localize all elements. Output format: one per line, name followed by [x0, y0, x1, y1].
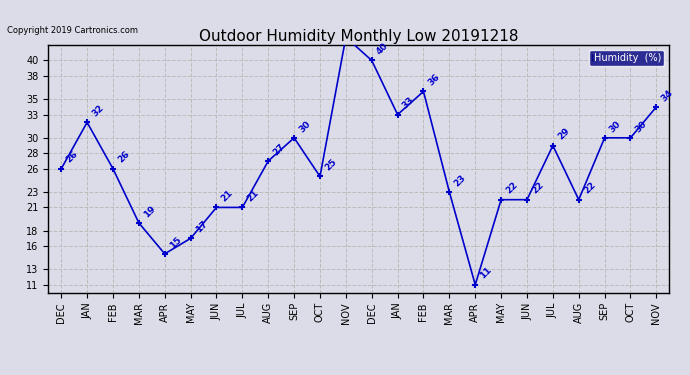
Text: 40: 40: [375, 41, 390, 57]
Text: 29: 29: [556, 126, 571, 142]
Text: 27: 27: [271, 142, 286, 157]
Text: 43: 43: [0, 374, 1, 375]
Text: 21: 21: [246, 188, 261, 204]
Text: 30: 30: [633, 119, 649, 134]
Text: 11: 11: [478, 266, 493, 281]
Text: 22: 22: [530, 181, 545, 196]
Text: 23: 23: [453, 173, 468, 188]
Text: 22: 22: [504, 181, 520, 196]
Text: 22: 22: [582, 181, 597, 196]
Legend: Humidity  (%): Humidity (%): [589, 50, 664, 66]
Text: 17: 17: [194, 219, 209, 234]
Text: 15: 15: [168, 235, 183, 250]
Text: 36: 36: [426, 72, 442, 87]
Title: Outdoor Humidity Monthly Low 20191218: Outdoor Humidity Monthly Low 20191218: [199, 29, 519, 44]
Text: 30: 30: [608, 119, 623, 134]
Text: 30: 30: [297, 119, 313, 134]
Text: 19: 19: [142, 204, 157, 219]
Text: 26: 26: [64, 150, 79, 165]
Text: 26: 26: [116, 150, 131, 165]
Text: 32: 32: [90, 103, 106, 118]
Text: 33: 33: [401, 96, 416, 111]
Text: 21: 21: [219, 188, 235, 204]
Text: 25: 25: [323, 158, 338, 172]
Text: 34: 34: [660, 88, 675, 103]
Text: Copyright 2019 Cartronics.com: Copyright 2019 Cartronics.com: [7, 26, 138, 35]
